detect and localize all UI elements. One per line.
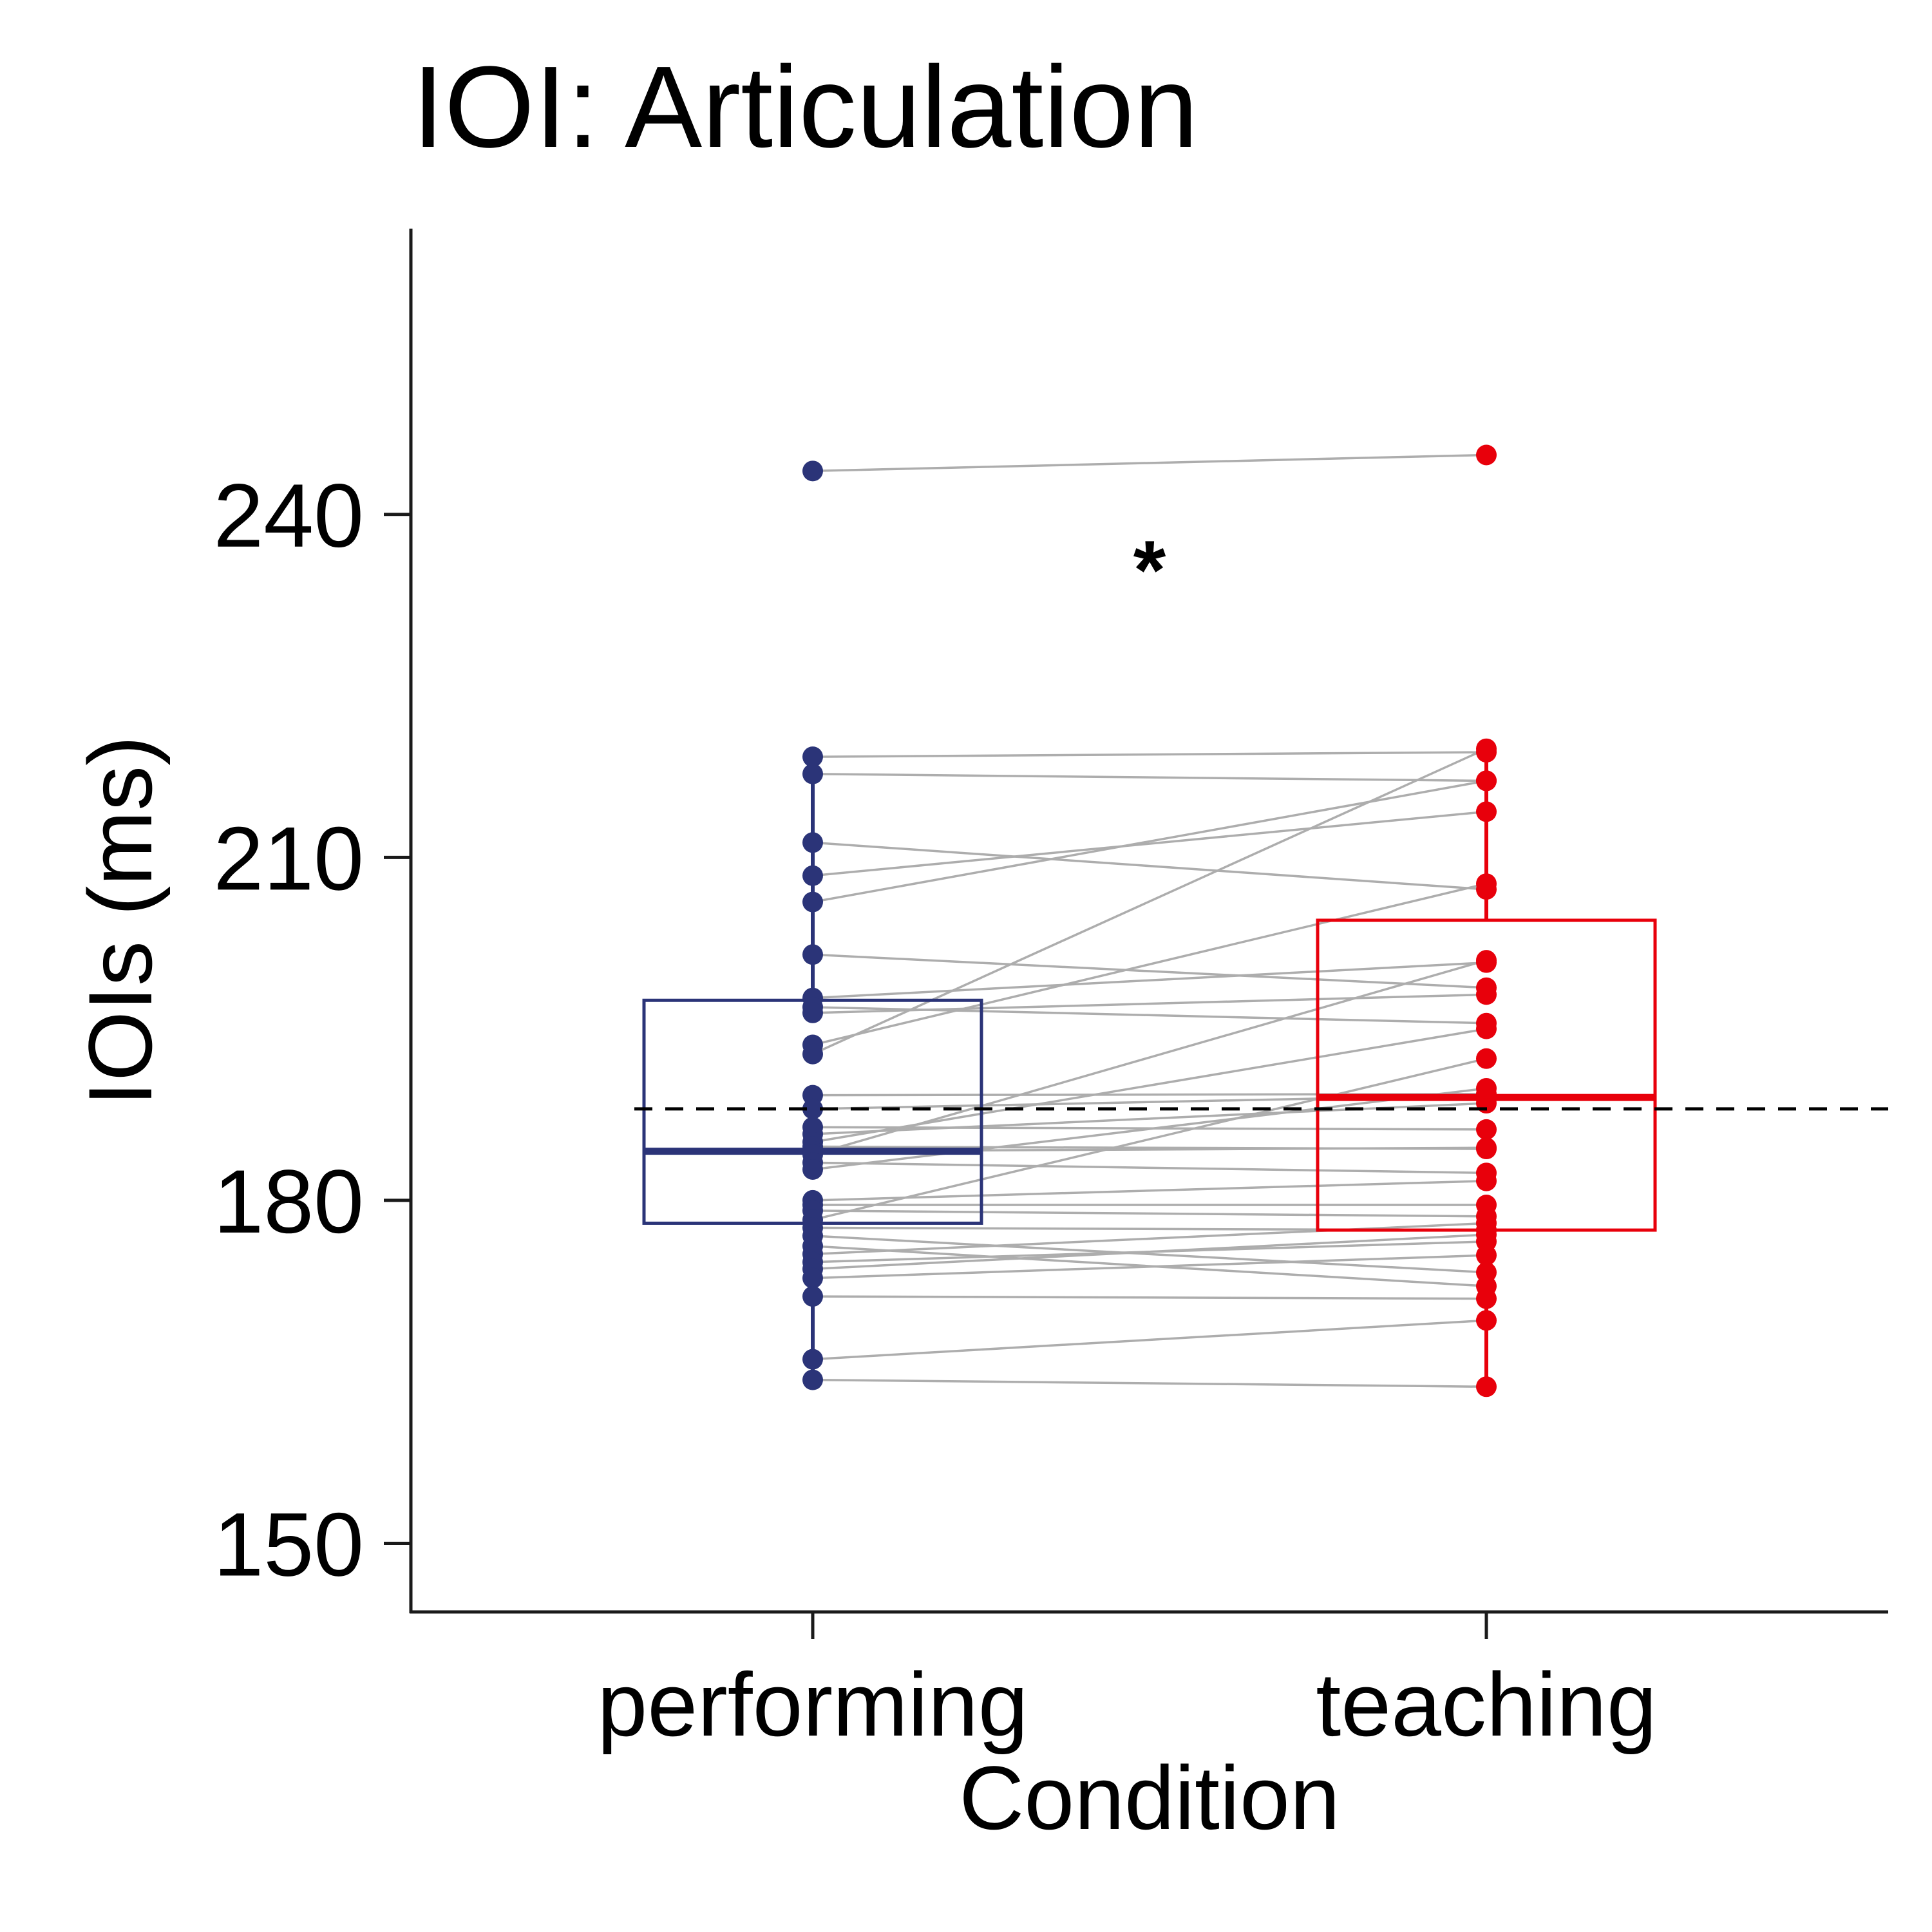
teaching-point	[1476, 950, 1497, 971]
pair-line	[812, 1222, 1487, 1256]
pair-line	[812, 841, 1487, 891]
pair-line	[812, 748, 1487, 1056]
performing-point	[802, 1002, 823, 1023]
teaching-point	[1476, 1288, 1497, 1309]
performing-point	[802, 1286, 823, 1307]
y-tick-label: 210	[213, 808, 364, 909]
teaching-point	[1476, 873, 1497, 895]
chart-title: IOI: Articulation	[412, 43, 1198, 172]
teaching-point	[1476, 801, 1497, 822]
y-tick-label: 240	[213, 465, 364, 566]
x-tick-label: teaching	[1316, 1654, 1656, 1755]
teaching-point	[1476, 1048, 1497, 1069]
teaching-point	[1476, 444, 1497, 466]
pair-line	[812, 1209, 1487, 1218]
pair-line	[812, 810, 1487, 877]
performing-point	[802, 1369, 823, 1390]
performing-point	[802, 944, 823, 965]
performing-point	[802, 1349, 823, 1370]
pair-line	[812, 751, 1487, 758]
pair-line	[812, 1235, 1487, 1274]
x-tick-label: performing	[597, 1654, 1028, 1755]
pair-line	[812, 959, 1487, 1156]
pair-line	[812, 1087, 1487, 1171]
x-axis: performing teaching Condition	[410, 1610, 1888, 1848]
teaching-point	[1476, 770, 1497, 791]
pair-line	[812, 1295, 1487, 1300]
pair-line	[812, 882, 1487, 1046]
pair-line	[812, 773, 1487, 782]
pair-line	[812, 953, 1487, 989]
pair-line	[812, 1102, 1487, 1135]
performing-point	[802, 460, 823, 482]
teaching-point	[1476, 1018, 1497, 1039]
teaching-point	[1476, 1170, 1497, 1191]
teaching-point	[1476, 1077, 1497, 1099]
y-tick-label: 150	[213, 1493, 364, 1595]
teaching-point	[1476, 1310, 1497, 1331]
teaching-point	[1476, 1245, 1497, 1266]
plot-panel: *	[634, 444, 1888, 1397]
y-tick-label: 180	[213, 1151, 364, 1252]
pair-line	[812, 453, 1487, 473]
pair-line	[812, 993, 1487, 1014]
teaching-point	[1476, 1137, 1497, 1159]
y-axis-title: IOIs (ms)	[70, 735, 171, 1106]
data-points	[802, 444, 1497, 1397]
performing-point	[802, 763, 823, 784]
pair-line	[812, 1319, 1487, 1361]
performing-point	[802, 1267, 823, 1289]
x-axis-title: Condition	[959, 1747, 1340, 1848]
y-axis: 150 180 210 240 IOIs (ms)	[70, 229, 413, 1613]
teaching-point	[1476, 738, 1497, 759]
performing-point	[802, 1098, 823, 1119]
performing-point	[802, 891, 823, 913]
pair-line	[812, 1161, 1487, 1175]
significance-marker: *	[1133, 523, 1166, 617]
teaching-point	[1476, 1119, 1497, 1140]
performing-point	[802, 865, 823, 886]
x-ticks: performing teaching	[597, 1613, 1657, 1755]
teaching-point	[1476, 1224, 1497, 1245]
performing-point	[802, 1043, 823, 1065]
pair-line	[812, 1179, 1487, 1202]
performing-point	[802, 832, 823, 853]
pair-line	[812, 779, 1487, 904]
pair-line	[812, 1233, 1487, 1271]
pair-line	[812, 1254, 1487, 1280]
pair-line	[812, 961, 1487, 999]
performing-point	[802, 746, 823, 768]
pair-line	[812, 1057, 1487, 1221]
y-ticks: 150 180 210 240	[213, 465, 410, 1595]
performing-point	[802, 1159, 823, 1180]
teaching-point	[1476, 984, 1497, 1005]
pair-line	[812, 1378, 1487, 1388]
teaching-point	[1476, 1376, 1497, 1397]
